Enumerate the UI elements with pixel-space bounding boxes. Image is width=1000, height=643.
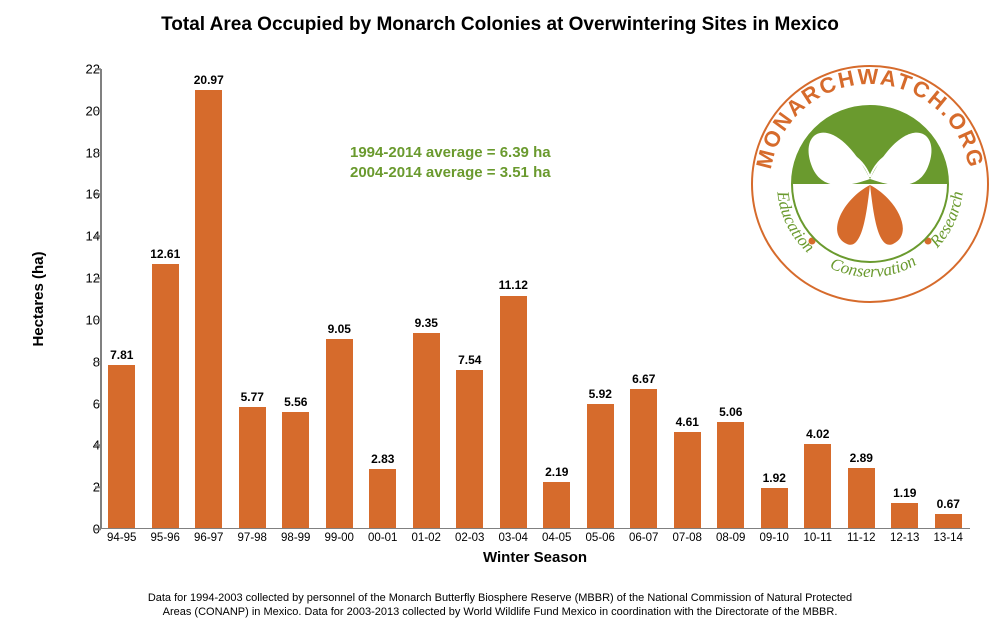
bar [108,365,135,528]
x-axis-label: Winter Season [100,549,970,566]
x-tick-label: 97-98 [238,532,267,544]
bar [848,468,875,528]
x-tick-label: 07-08 [673,532,702,544]
bar [413,333,440,529]
bar-value-label: 2.19 [527,465,587,479]
bar-value-label: 20.97 [179,73,239,87]
bar [717,422,744,528]
y-axis-label: Hectares (ha) [30,251,47,346]
x-tick-label: 12-13 [890,532,919,544]
bar-value-label: 7.81 [92,348,152,362]
bar-value-label: 9.05 [309,322,369,336]
bar [804,444,831,528]
x-tick-label: 13-14 [934,532,963,544]
bar [761,488,788,528]
bar [674,432,701,528]
footnote-line-1: Data for 1994-2003 collected by personne… [0,592,1000,606]
x-tick-label: 95-96 [151,532,180,544]
x-tick-label: 08-09 [716,532,745,544]
bar [935,514,962,528]
bar [630,389,657,528]
bar-value-label: 1.92 [744,471,804,485]
x-tick-label: 04-05 [542,532,571,544]
x-tick-label: 10-11 [803,532,832,544]
bar-value-label: 6.67 [614,372,674,386]
bar-value-label: 12.61 [135,247,195,261]
bar-value-label: 5.92 [570,387,630,401]
bar [239,407,266,528]
bar [456,370,483,528]
x-tick-label: 00-01 [368,532,397,544]
bar [152,264,179,528]
bar [543,482,570,528]
x-tick-label: 06-07 [629,532,658,544]
bar-value-label: 9.35 [396,316,456,330]
x-tick-label: 98-99 [281,532,310,544]
x-tick-label: 02-03 [455,532,484,544]
bar-value-label: 4.02 [788,427,848,441]
chart-area: Hectares (ha) 0246810121416182022 Winter… [70,69,970,559]
footnote-line-2: Areas (CONANP) in Mexico. Data for 2003-… [0,606,1000,620]
bar-value-label: 11.12 [483,278,543,292]
x-tick-label: 03-04 [499,532,528,544]
x-tick-label: 94-95 [107,532,136,544]
bar-value-label: 2.89 [831,451,891,465]
annotation-avg-1: 1994-2014 average = 6.39 ha [350,144,551,161]
bar-value-label: 5.56 [266,395,326,409]
bar [369,469,396,528]
bar [587,404,614,528]
x-tick-label: 01-02 [412,532,441,544]
bar [891,503,918,528]
bar [282,412,309,528]
bar-value-label: 5.06 [701,405,761,419]
bar-value-label: 2.83 [353,452,413,466]
x-tick-label: 09-10 [760,532,789,544]
chart-title: Total Area Occupied by Monarch Colonies … [0,14,1000,36]
x-tick-label: 96-97 [194,532,223,544]
x-tick-label: 99-00 [325,532,354,544]
bar [195,90,222,528]
bar [500,296,527,529]
x-tick-label: 05-06 [586,532,615,544]
x-tick-label: 11-12 [847,532,876,544]
bar [326,339,353,528]
annotation-avg-2: 2004-2014 average = 3.51 ha [350,164,551,181]
monarchwatch-logo: MONARCHWATCH.ORG Education Conservation … [735,49,1000,319]
bar-value-label: 7.54 [440,353,500,367]
bar-value-label: 0.67 [918,497,978,511]
